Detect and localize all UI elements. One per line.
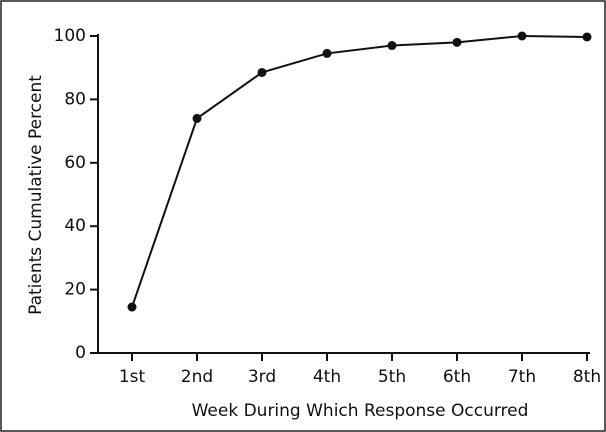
y-tick-label: 20 bbox=[64, 280, 86, 300]
data-point bbox=[127, 302, 137, 312]
y-tick-label: 60 bbox=[64, 153, 86, 173]
data-point bbox=[582, 32, 592, 42]
x-tick-label: 3rd bbox=[248, 367, 276, 387]
data-point bbox=[517, 31, 527, 41]
x-tick-label: 6th bbox=[443, 367, 471, 387]
y-tick-label: 0 bbox=[75, 343, 86, 363]
data-point bbox=[192, 113, 202, 123]
x-axis-label: Week During Which Response Occurred bbox=[192, 401, 529, 421]
y-tick-label: 40 bbox=[64, 216, 86, 236]
y-axis-label: Patients Cumulative Percent bbox=[26, 75, 46, 315]
x-tick-label: 8th bbox=[573, 367, 601, 387]
x-tick-label: 2nd bbox=[181, 367, 213, 387]
data-point bbox=[257, 67, 267, 77]
y-tick-label: 100 bbox=[54, 26, 86, 46]
y-tick-label: 80 bbox=[64, 89, 86, 109]
x-tick-label: 7th bbox=[508, 367, 536, 387]
data-point bbox=[387, 41, 397, 51]
x-tick-label: 1st bbox=[119, 367, 146, 387]
x-tick-label: 4th bbox=[313, 367, 341, 387]
data-line bbox=[131, 34, 588, 308]
data-point bbox=[452, 37, 462, 47]
data-point bbox=[322, 48, 332, 58]
x-tick-label: 5th bbox=[378, 367, 406, 387]
